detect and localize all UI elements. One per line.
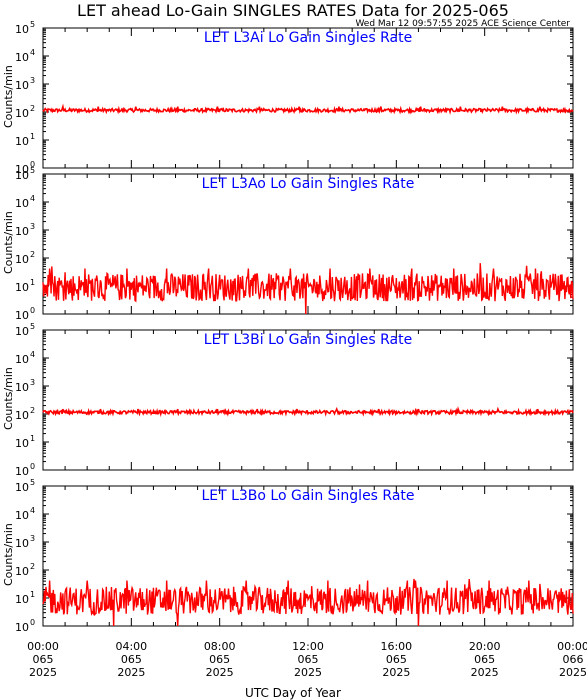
figure-title: LET ahead Lo-Gain SINGLES RATES Data for…: [77, 1, 509, 20]
y-tick-exponent: 1: [30, 132, 35, 141]
x-tick-doy: 066: [563, 653, 584, 666]
series-line: [42, 103, 574, 115]
x-tick-time: 12:00: [292, 640, 324, 653]
x-tick-year: 2025: [29, 666, 57, 679]
y-tick-label: 10: [15, 465, 29, 478]
y-tick-label: 10: [15, 253, 29, 266]
x-tick-year: 2025: [382, 666, 410, 679]
y-tick-exponent: 5: [30, 478, 35, 487]
x-tick-time: 20:00: [469, 640, 501, 653]
y-tick-exponent: 2: [30, 250, 35, 259]
y-tick-exponent: 4: [30, 48, 35, 57]
panel-title: LET L3Bo Lo Gain Singles Rate: [201, 488, 414, 504]
x-tick-doy: 065: [474, 653, 495, 666]
x-tick-time: 16:00: [380, 640, 412, 653]
y-tick-label: 10: [15, 169, 29, 182]
series-line: [42, 263, 574, 315]
y-tick-exponent: 4: [30, 350, 35, 359]
x-tick-doy: 065: [386, 653, 407, 666]
y-tick-label: 10: [15, 163, 29, 176]
y-tick-exponent: 5: [30, 166, 35, 175]
x-tick-doy: 065: [121, 653, 142, 666]
y-tick-label: 10: [15, 593, 29, 606]
y-tick-label: 10: [15, 621, 29, 634]
y-tick-exponent: 0: [30, 618, 35, 627]
x-tick-year: 2025: [294, 666, 322, 679]
y-axis-label: Counts/min: [2, 367, 15, 430]
y-tick-label: 10: [15, 409, 29, 422]
panel-title: LET L3Ao Lo Gain Singles Rate: [202, 176, 415, 192]
x-tick-doy: 065: [33, 653, 54, 666]
y-tick-label: 10: [15, 225, 29, 238]
y-tick-label: 10: [15, 281, 29, 294]
y-tick-label: 10: [15, 51, 29, 64]
y-tick-label: 10: [15, 481, 29, 494]
y-tick-label: 10: [15, 79, 29, 92]
y-tick-label: 10: [15, 325, 29, 338]
y-tick-exponent: 0: [30, 462, 35, 471]
x-axis: 00:00065202504:00065202508:00065202512:0…: [27, 640, 587, 679]
x-tick-year: 2025: [471, 666, 499, 679]
panel-frame: [42, 329, 574, 471]
x-tick-time: 00:00: [27, 640, 59, 653]
y-tick-exponent: 4: [30, 506, 35, 515]
y-tick-exponent: 0: [30, 160, 35, 169]
panel-title: LET L3Bi Lo Gain Singles Rate: [204, 332, 412, 348]
y-axis-label: Counts/min: [2, 523, 15, 586]
y-tick-exponent: 1: [30, 278, 35, 287]
y-tick-label: 10: [15, 565, 29, 578]
series-line: [42, 406, 574, 418]
x-tick-doy: 065: [209, 653, 230, 666]
y-tick-exponent: 2: [30, 562, 35, 571]
x-tick-time: 00:00: [557, 640, 587, 653]
y-tick-label: 10: [15, 23, 29, 36]
y-tick-label: 10: [15, 381, 29, 394]
y-tick-exponent: 3: [30, 222, 35, 231]
y-axis-label: Counts/min: [2, 65, 15, 128]
y-tick-label: 10: [15, 437, 29, 450]
x-tick-time: 08:00: [204, 640, 236, 653]
y-tick-exponent: 3: [30, 378, 35, 387]
y-tick-exponent: 0: [30, 306, 35, 315]
y-tick-exponent: 5: [30, 20, 35, 29]
x-tick-time: 04:00: [115, 640, 147, 653]
x-axis-label: UTC Day of Year: [245, 686, 341, 700]
panel-frame: [42, 27, 574, 169]
y-tick-label: 10: [15, 107, 29, 120]
y-tick-label: 10: [15, 197, 29, 210]
x-tick-year: 2025: [117, 666, 145, 679]
x-tick-doy: 065: [298, 653, 319, 666]
series-line: [42, 578, 574, 627]
y-tick-exponent: 1: [30, 590, 35, 599]
y-tick-exponent: 4: [30, 194, 35, 203]
y-tick-label: 10: [15, 509, 29, 522]
y-tick-label: 10: [15, 309, 29, 322]
y-tick-label: 10: [15, 353, 29, 366]
y-tick-exponent: 2: [30, 104, 35, 113]
y-tick-label: 10: [15, 135, 29, 148]
y-tick-label: 10: [15, 537, 29, 550]
generation-timestamp: Wed Mar 12 09:57:55 2025 ACE Science Cen…: [355, 19, 570, 29]
x-tick-year: 2025: [559, 666, 587, 679]
y-tick-exponent: 3: [30, 534, 35, 543]
y-axis-label: Counts/min: [2, 211, 15, 274]
y-tick-exponent: 2: [30, 406, 35, 415]
panel-title: LET L3Ai Lo Gain Singles Rate: [204, 30, 412, 46]
y-tick-exponent: 1: [30, 434, 35, 443]
y-tick-exponent: 5: [30, 322, 35, 331]
x-tick-year: 2025: [206, 666, 234, 679]
y-tick-exponent: 3: [30, 76, 35, 85]
